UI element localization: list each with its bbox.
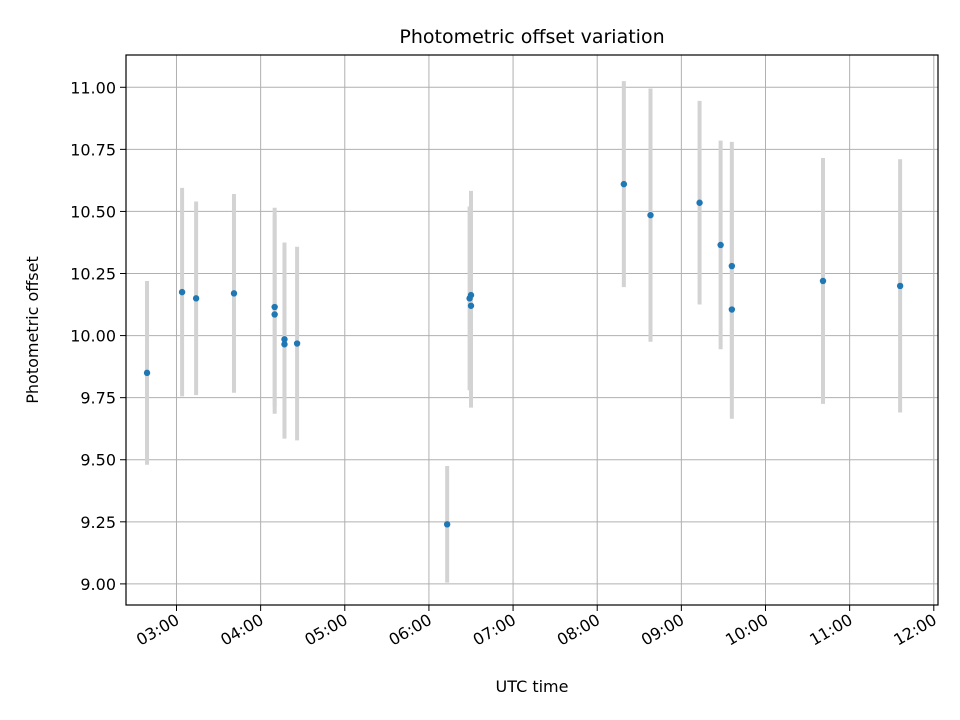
- y-tick-label: 11.00: [70, 78, 116, 97]
- y-tick-label: 9.50: [80, 451, 116, 470]
- data-point: [443, 521, 451, 528]
- y-tick-label: 10.25: [70, 265, 116, 284]
- y-tick-label: 9.00: [80, 575, 116, 594]
- data-point: [696, 199, 703, 206]
- chart-title: Photometric offset variation: [399, 26, 664, 48]
- data-point: [467, 291, 475, 299]
- data-point: [143, 369, 151, 377]
- data-point: [728, 306, 736, 313]
- data-point: [728, 262, 736, 270]
- y-tick-label: 9.25: [80, 513, 116, 532]
- y-tick-label: 10.50: [70, 202, 116, 221]
- y-tick-label: 9.75: [80, 389, 116, 408]
- data-point: [230, 290, 238, 297]
- data-point: [293, 340, 301, 347]
- data-point: [467, 302, 475, 309]
- y-tick-label: 10.75: [70, 140, 116, 159]
- data-point: [896, 282, 904, 290]
- data-point: [178, 288, 186, 296]
- data-point: [620, 180, 628, 188]
- data-point: [717, 241, 724, 249]
- data-point: [271, 311, 278, 318]
- data-point: [819, 277, 827, 285]
- data-point: [271, 303, 278, 311]
- data-point: [192, 295, 200, 302]
- data-point: [647, 211, 654, 219]
- y-axis-ticks: 9.00 9.25 9.50 9.75 10.00 10.25 10.50 10.75 11.0…: [70, 78, 126, 594]
- grid: [126, 55, 938, 605]
- data-point: [281, 341, 288, 348]
- x-axis-label: UTC time: [496, 677, 569, 696]
- data-points: [143, 180, 904, 528]
- plot-frame: [125, 54, 939, 606]
- y-axis-label: Photometric offset: [23, 256, 42, 404]
- y-tick-label: 10.00: [70, 327, 116, 346]
- data-point: [281, 336, 288, 343]
